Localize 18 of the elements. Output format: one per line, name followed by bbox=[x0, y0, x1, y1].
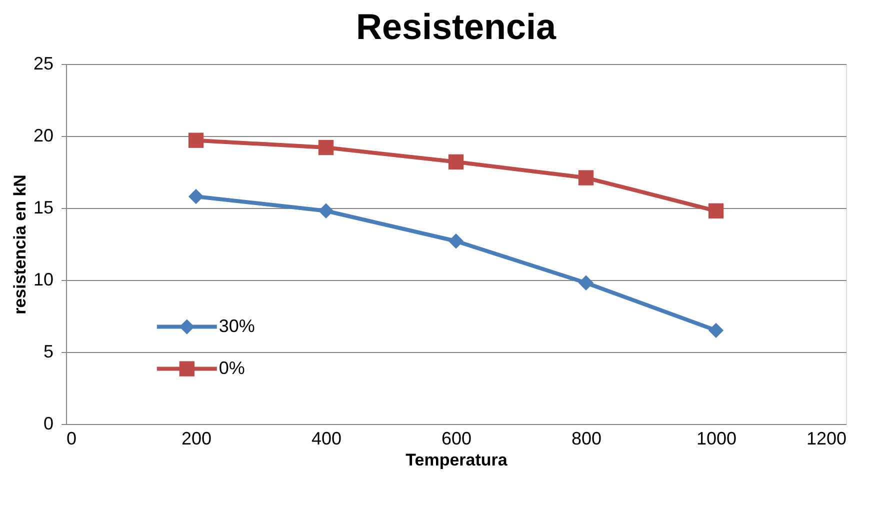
x-tick-label: 800 bbox=[571, 428, 602, 448]
y-tick-label: 10 bbox=[33, 270, 54, 290]
legend-label: 30% bbox=[218, 316, 255, 336]
x-tick-label: 400 bbox=[311, 428, 342, 448]
x-axis-title: Temperatura bbox=[406, 450, 508, 470]
x-tick-label: 1200 bbox=[806, 428, 846, 448]
y-tick-label: 5 bbox=[43, 342, 54, 362]
legend-label: 0% bbox=[218, 358, 245, 378]
y-tick-label: 25 bbox=[33, 54, 54, 74]
y-axis-title: resistencia en kN bbox=[10, 174, 30, 314]
x-tick-label: 1000 bbox=[696, 428, 737, 448]
y-tick-label: 0 bbox=[43, 414, 54, 434]
y-tick-label: 20 bbox=[33, 126, 54, 146]
x-tick-label: 0 bbox=[66, 428, 77, 448]
y-tick-label: 15 bbox=[33, 198, 54, 218]
chart-title: Resistencia bbox=[356, 6, 558, 47]
x-tick-label: 200 bbox=[181, 428, 212, 448]
x-tick-label: 600 bbox=[441, 428, 472, 448]
